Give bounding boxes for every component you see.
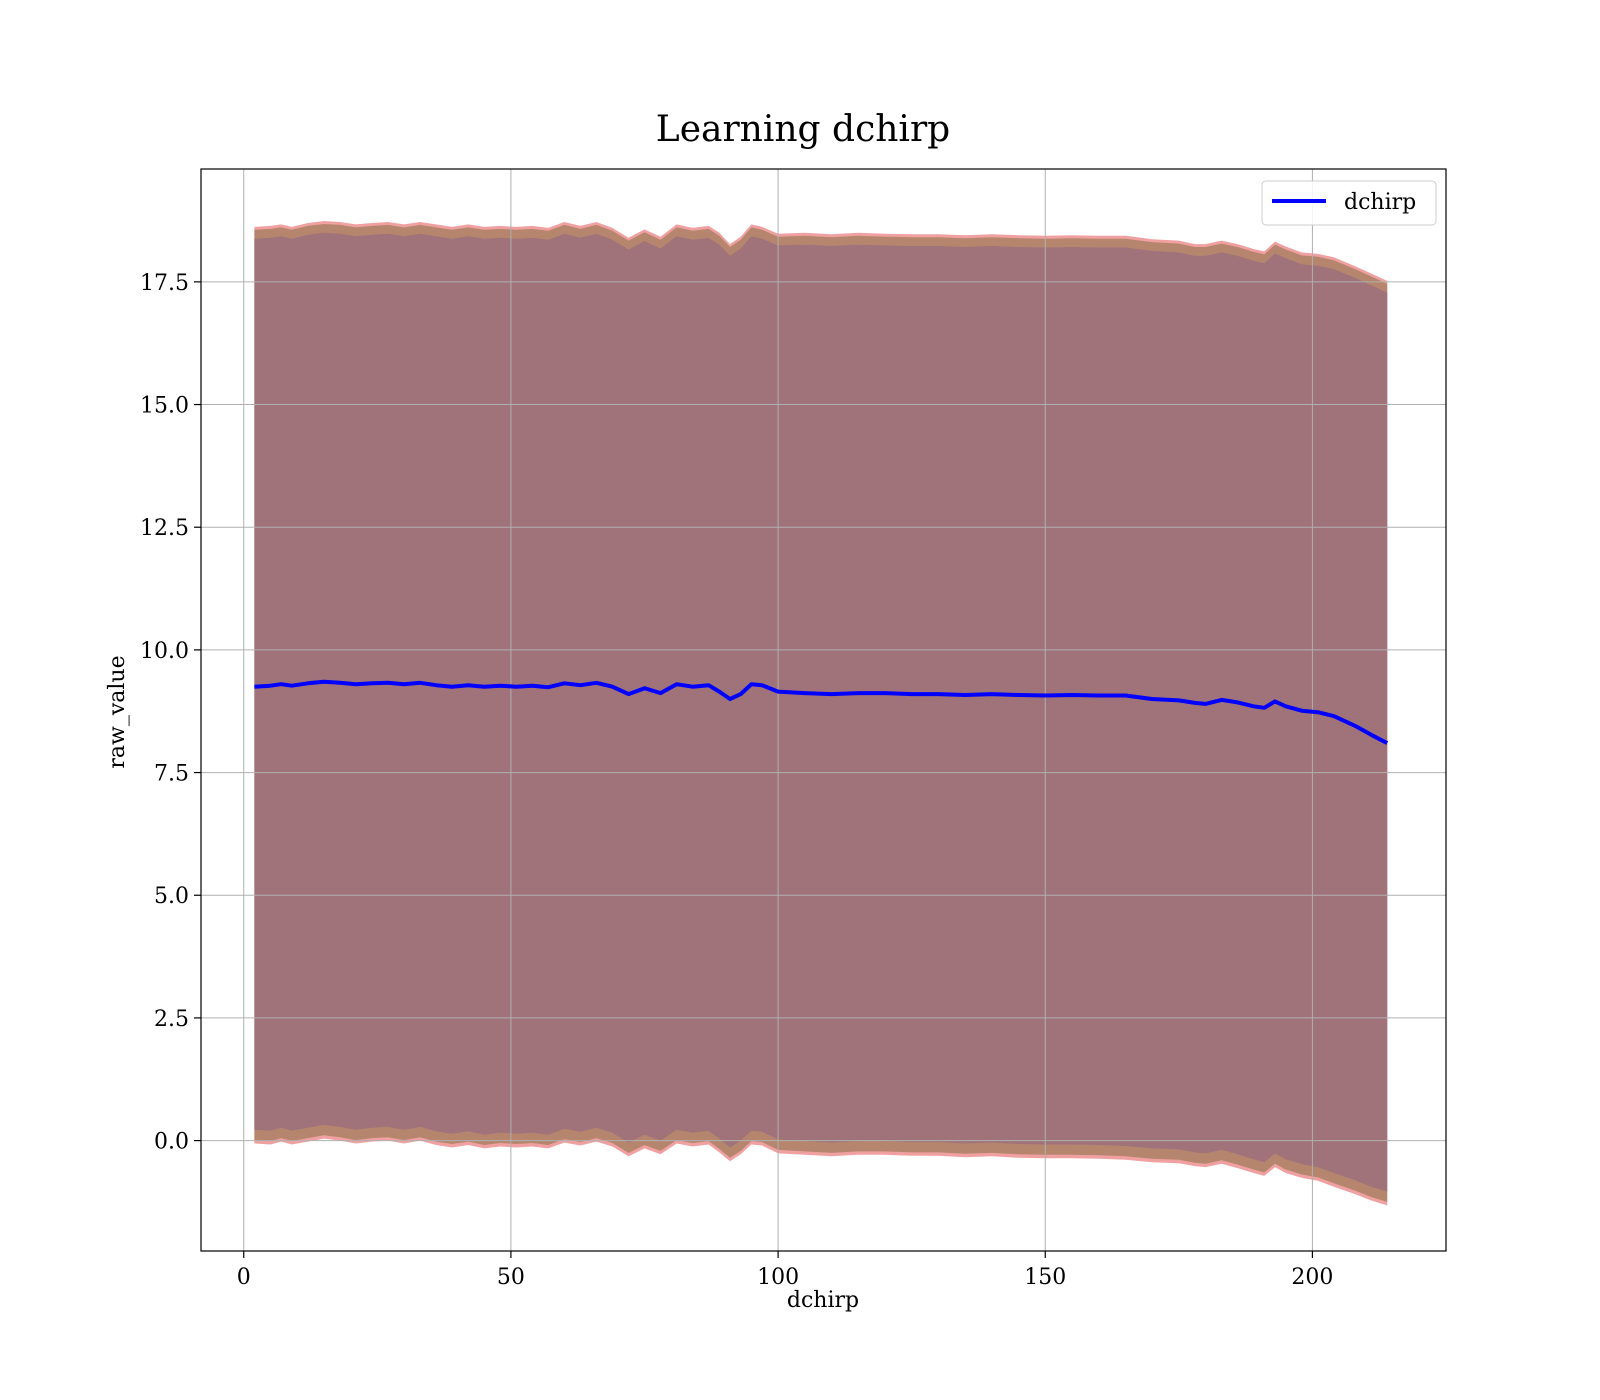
legend: dchirp (1261, 180, 1437, 226)
x-axis-label: dchirp (787, 1288, 859, 1313)
y-tick-label: 10.0 (140, 639, 189, 664)
confidence-bands (254, 221, 1388, 1206)
y-tick-label: 2.5 (154, 1007, 189, 1032)
grid-lines (201, 169, 1446, 1251)
band-inner (254, 232, 1388, 1192)
x-tick-label: 100 (757, 1265, 799, 1290)
y-tick-label: 12.5 (140, 516, 189, 541)
y-tick-label: 17.5 (140, 271, 189, 296)
y-axis: 0.0 2.5 5.0 7.5 10.0 12.5 15.0 17.5 (140, 271, 201, 1155)
plot-frame (200, 168, 1447, 1252)
x-tick-label: 150 (1024, 1265, 1066, 1290)
plot-area (200, 168, 1447, 1252)
legend-entry-dchirp: dchirp (1344, 190, 1416, 215)
y-tick-label: 0.0 (154, 1130, 189, 1155)
x-tick-label: 0 (237, 1265, 251, 1290)
y-tick-label: 7.5 (154, 762, 189, 787)
y-axis-label: raw_value (105, 655, 130, 768)
y-tick-label: 5.0 (154, 884, 189, 909)
legend-box (1261, 180, 1437, 226)
x-tick-label: 200 (1291, 1265, 1333, 1290)
series-layer (254, 679, 1389, 745)
chart-title: Learning dchirp (656, 109, 950, 150)
series-line-dchirp (254, 679, 1389, 745)
x-axis: 0 50 100 150 200 (237, 1251, 1333, 1290)
y-tick-label: 15.0 (140, 394, 189, 419)
x-tick-label: 50 (497, 1265, 525, 1290)
